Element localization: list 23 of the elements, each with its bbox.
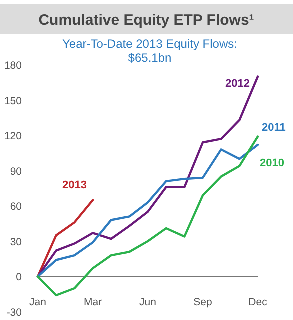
y-tick-label: 30 (10, 236, 22, 248)
x-tick-label: Sep (194, 296, 212, 309)
series-label: 2012 (226, 78, 250, 90)
series-label: 2010 (260, 158, 284, 170)
y-tick-label: 90 (10, 166, 22, 178)
x-tick-label: Dec (248, 296, 268, 309)
x-tick-label: Jan (30, 296, 47, 309)
line-series (36, 144, 260, 278)
series-label: 2011 (262, 122, 286, 134)
series-label: 2013 (62, 179, 87, 192)
y-tick-label: 150 (4, 95, 22, 108)
chart-title: Cumulative Equity ETP Flows¹ (38, 12, 254, 29)
line-series (36, 199, 94, 278)
line-series (36, 76, 260, 278)
y-tick-label: 120 (4, 130, 22, 143)
chart-subtitle: Year-To-Date 2013 Equity Flows: $65.1bn (62, 37, 238, 65)
y-tick-label: 180 (4, 60, 22, 72)
x-tick-label: Jun (140, 296, 157, 309)
line-series (36, 136, 260, 297)
y-tick-label: 0 (16, 272, 22, 284)
y-tick-label: -30 (6, 307, 22, 319)
x-tick-label: Mar (84, 296, 103, 309)
y-tick-label: 60 (10, 201, 22, 214)
